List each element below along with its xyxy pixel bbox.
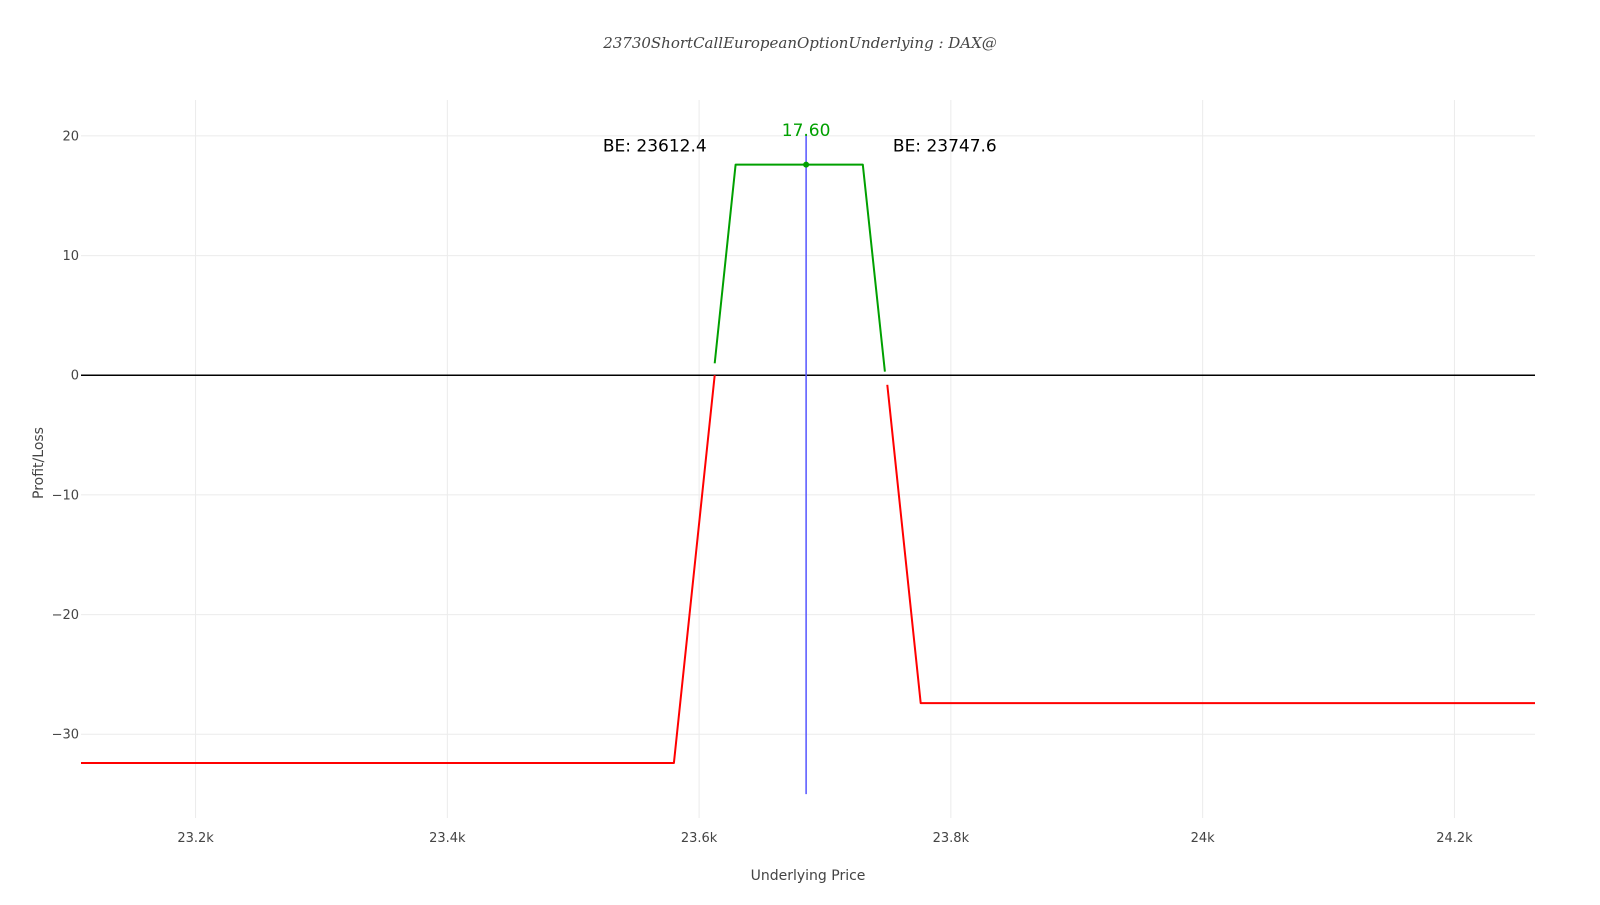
x-tick-label: 24.2k	[1436, 831, 1473, 846]
x-tick-label: 24k	[1191, 831, 1216, 846]
breakeven-label: BE: 23747.6	[893, 136, 997, 156]
x-tick-label: 23.8k	[933, 831, 970, 846]
y-axis-title: Profit/Loss	[31, 427, 47, 499]
peak-marker	[803, 161, 810, 168]
peak-value-label: 17.60	[782, 121, 831, 141]
y-tick-label: 20	[62, 129, 79, 144]
payoff-series-line	[81, 375, 716, 764]
payoff-series-line	[713, 163, 886, 372]
y-tick-label: 0	[71, 369, 79, 384]
payoff-series-line	[886, 384, 1535, 705]
annotations: BE: 23612.4 BE: 23747.6 17.60	[603, 121, 997, 157]
y-tick-label: −10	[52, 488, 79, 503]
x-tick-label: 23.2k	[177, 831, 214, 846]
x-tick-label: 23.6k	[681, 831, 718, 846]
series-layer	[81, 135, 1535, 795]
grid	[81, 100, 1535, 818]
x-tick-label: 23.4k	[429, 831, 466, 846]
chart-title: 23730ShortCallEuropeanOptionUnderlying :…	[602, 34, 997, 52]
y-tick-label: −20	[52, 608, 79, 623]
y-tick-label: −30	[52, 728, 79, 743]
x-axis-title: Underlying Price	[751, 868, 866, 884]
y-tick-label: 10	[62, 249, 79, 264]
breakeven-label: BE: 23612.4	[603, 136, 707, 156]
axes: 23.2k 23.4k 23.6k 23.8k 24k 24.2k 20 10 0 −10 −20 −…	[52, 129, 1535, 846]
